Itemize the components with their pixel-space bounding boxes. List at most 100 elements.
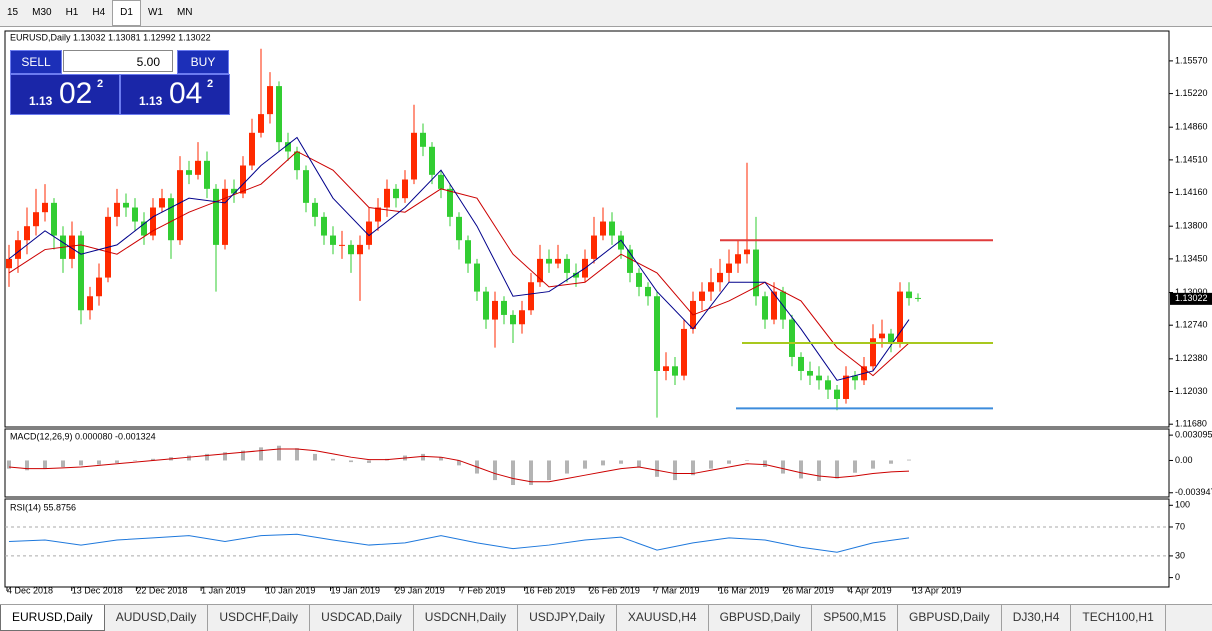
- candle-body: [249, 132, 255, 166]
- time-axis-label: 19 Jan 2019: [331, 585, 381, 595]
- candle-body: [240, 165, 246, 194]
- ask-small: 2: [207, 78, 214, 90]
- current-price-label: 1.13022: [1175, 293, 1208, 303]
- ask-quote[interactable]: 1.13 04 2: [120, 74, 230, 115]
- chart-tab[interactable]: TECH100,H1: [1071, 605, 1166, 631]
- macd-bar: [367, 460, 371, 463]
- chart-tab[interactable]: USDCAD,Daily: [310, 605, 414, 631]
- timeframe-button[interactable]: MN: [176, 7, 193, 18]
- current-price-box: [1170, 292, 1212, 305]
- candle-body: [906, 291, 912, 299]
- macd-bar: [889, 460, 893, 464]
- candle-body: [852, 375, 858, 381]
- candle-body: [141, 221, 147, 236]
- candle-body: [42, 202, 48, 213]
- candle-body: [276, 86, 282, 143]
- candle-body: [357, 244, 363, 255]
- candle-body: [177, 170, 183, 241]
- macd-bar: [817, 460, 821, 481]
- candle-body: [186, 170, 192, 175]
- candle-body: [555, 258, 561, 264]
- macd-bar: [223, 452, 227, 461]
- timeframe-button[interactable]: 15: [7, 7, 19, 18]
- rsi-header: RSI(14) 55.8756: [10, 502, 76, 512]
- macd-bar: [565, 460, 569, 474]
- macd-bar: [277, 445, 281, 461]
- chart-tab[interactable]: GBPUSD,Daily: [898, 605, 1002, 631]
- candle-body: [303, 170, 309, 203]
- chart-tab[interactable]: DJ30,H4: [1002, 605, 1072, 631]
- chart-tab[interactable]: USDJPY,Daily: [518, 605, 617, 631]
- candle-body: [753, 249, 759, 297]
- candle-body: [339, 244, 345, 246]
- candle-body: [789, 319, 795, 357]
- candle-body: [24, 226, 30, 241]
- timeframe-button[interactable]: W1: [147, 7, 163, 18]
- chart-tab[interactable]: SP500,M15: [812, 605, 898, 631]
- lots-input[interactable]: 5.00: [63, 50, 173, 72]
- chart-tab[interactable]: USDCHF,Daily: [208, 605, 311, 631]
- chart-tab[interactable]: EURUSD,Daily: [0, 605, 105, 631]
- candle-body: [528, 282, 534, 311]
- candle-body: [771, 291, 777, 320]
- timeframe-button[interactable]: D1: [112, 0, 141, 26]
- candle-body: [627, 249, 633, 273]
- candle-body: [888, 333, 894, 343]
- macd-bar: [457, 460, 461, 466]
- candle-body: [168, 198, 174, 241]
- time-axis-label: 26 Mar 2019: [783, 585, 834, 595]
- timeframe-button[interactable]: M30: [32, 7, 52, 18]
- one-click-trading: SELL 5.00 BUY 1.13 02 2 1.13 04 2: [10, 50, 230, 115]
- chart-tab[interactable]: GBPUSD,Daily: [709, 605, 813, 631]
- price-axis-label: 1.14160: [1175, 187, 1208, 197]
- macd-bar: [349, 460, 353, 463]
- macd-bar: [79, 460, 83, 466]
- macd-bar: [205, 453, 209, 461]
- candle-body: [744, 249, 750, 255]
- candle-body: [366, 221, 372, 245]
- chart-tab[interactable]: XAUUSD,H4: [617, 605, 709, 631]
- macd-bar: [511, 460, 515, 486]
- price-axis-label: 1.12740: [1175, 320, 1208, 330]
- macd-bar: [439, 457, 443, 461]
- macd-bar: [583, 460, 587, 469]
- candle-body: [609, 221, 615, 236]
- macd-bar: [187, 455, 191, 461]
- candle-body: [384, 188, 390, 208]
- timeframe-button[interactable]: H4: [92, 7, 106, 18]
- macd-bar: [799, 460, 803, 479]
- bid-prefix: 1.13: [29, 94, 53, 108]
- chart-tab[interactable]: AUDUSD,Daily: [105, 605, 209, 631]
- macd-bar: [151, 458, 155, 461]
- candle-body: [699, 291, 705, 301]
- buy-button[interactable]: BUY: [177, 50, 229, 74]
- timeframe-button[interactable]: H1: [65, 7, 79, 18]
- candle-body: [159, 198, 165, 208]
- candle-body: [618, 235, 624, 250]
- macd-bar: [781, 460, 785, 474]
- price-axis-label: 1.13800: [1175, 221, 1208, 231]
- macd-bar: [529, 460, 533, 486]
- price-axis-label: 1.14510: [1175, 154, 1208, 164]
- chart-tab[interactable]: USDCNH,Daily: [414, 605, 519, 631]
- candle-body: [708, 282, 714, 292]
- price-axis-label: 1.12380: [1175, 353, 1208, 363]
- candle-body: [546, 258, 552, 264]
- time-axis-label: 7 Mar 2019: [654, 585, 700, 595]
- bid-quote[interactable]: 1.13 02 2: [10, 74, 120, 115]
- candle-body: [123, 202, 129, 208]
- candle-body: [6, 258, 12, 269]
- candle-body: [78, 235, 84, 311]
- candle-body: [591, 235, 597, 259]
- candle-body: [312, 202, 318, 217]
- price-axis-label: 1.15220: [1175, 88, 1208, 98]
- moving-average: [8, 136, 910, 381]
- macd-bar: [853, 460, 857, 473]
- candle-body: [834, 389, 840, 399]
- sell-button[interactable]: SELL: [10, 50, 62, 74]
- candle-body: [879, 333, 885, 339]
- macd-bar: [61, 460, 65, 468]
- macd-bar: [835, 460, 839, 479]
- chart-header: EURUSD,Daily 1.13032 1.13081 1.12992 1.1…: [10, 32, 211, 42]
